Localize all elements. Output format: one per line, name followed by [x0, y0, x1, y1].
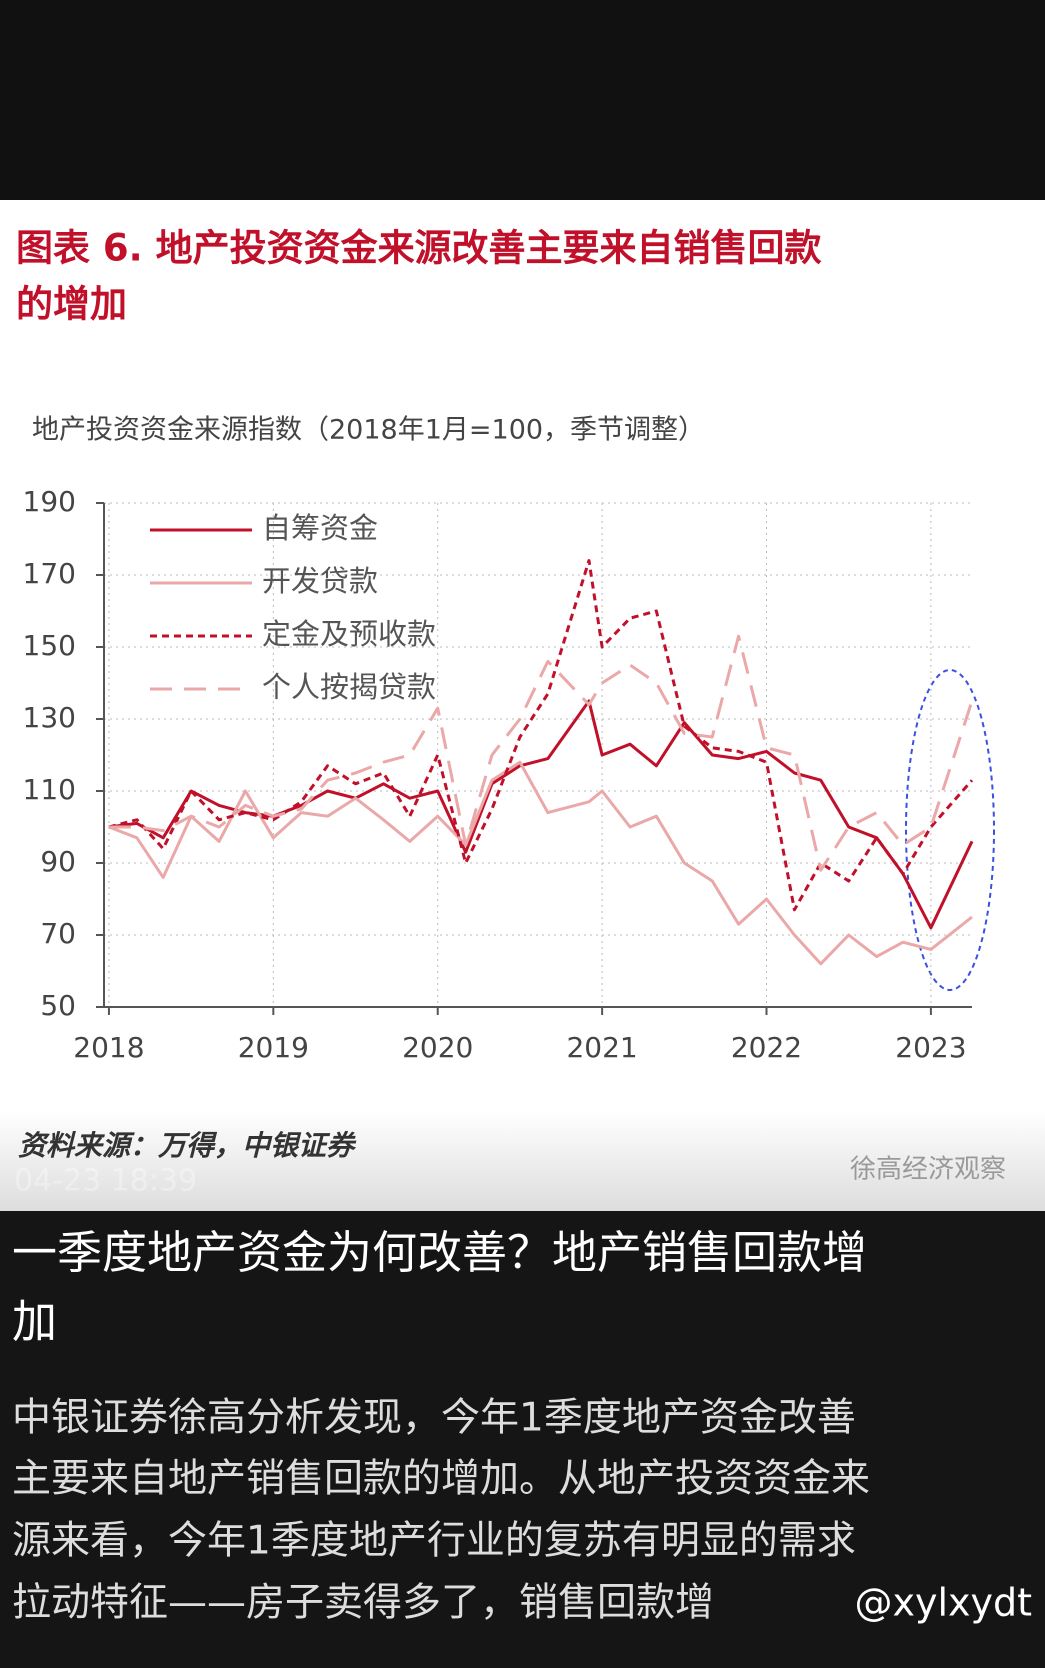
post-body: 源来看，今年1季度地产行业的复苏有明显的需求	[12, 1519, 856, 1564]
post-heading: 加	[12, 1295, 57, 1348]
legend-label: 自筹资金	[262, 511, 378, 545]
chart-title: 图表 6. 地产投资资金来源改善主要来自销售回款	[16, 227, 822, 270]
y-tick-label: 90	[40, 845, 76, 878]
y-tick-label: 70	[40, 917, 76, 950]
post-body: 中银证券徐高分析发现，今年1季度地产资金改善	[12, 1396, 856, 1441]
series-line	[108, 699, 974, 930]
timestamp: 04-23 18:39	[14, 1164, 197, 1199]
series-line	[108, 559, 974, 912]
y-tick-label: 150	[23, 629, 76, 662]
watermark: 徐高经济观察	[850, 1155, 1006, 1185]
user-handle: @xylxydt	[854, 1581, 1032, 1625]
chart-title: 的增加	[16, 283, 127, 326]
series-line	[108, 634, 974, 872]
image-fade	[0, 1110, 1045, 1211]
series-line	[108, 760, 973, 966]
legend-label: 定金及预收款	[262, 617, 436, 651]
y-tick-label: 50	[40, 989, 76, 1022]
y-tick-label: 170	[23, 557, 76, 590]
y-tick-label: 110	[23, 773, 76, 806]
x-tick-label: 2018	[73, 1031, 144, 1064]
x-tick-label: 2019	[238, 1031, 309, 1064]
x-tick-label: 2022	[731, 1031, 802, 1064]
post-body: 拉动特征——房子卖得多了，销售回款增	[12, 1581, 714, 1626]
legend-label: 个人按揭贷款	[262, 670, 436, 704]
chart-subtitle: 地产投资资金来源指数（2018年1月=100，季节调整）	[32, 415, 705, 446]
x-tick-label: 2020	[402, 1031, 473, 1064]
x-tick-label: 2021	[566, 1031, 637, 1064]
highlight-ellipse	[905, 669, 995, 991]
x-tick-label: 2023	[895, 1031, 966, 1064]
image-panel	[0, 200, 1045, 1211]
y-tick-label: 130	[23, 701, 76, 734]
source-note: 资料来源：万得，中银证券	[18, 1129, 357, 1162]
post-body: 主要来自地产销售回款的增加。从地产投资资金来	[12, 1457, 870, 1502]
post-heading: 一季度地产资金为何改善？地产销售回款增	[12, 1226, 867, 1279]
y-tick-label: 190	[23, 485, 76, 518]
top-bar	[0, 0, 1045, 200]
legend-label: 开发贷款	[262, 564, 378, 598]
post-panel	[0, 1211, 1045, 1668]
